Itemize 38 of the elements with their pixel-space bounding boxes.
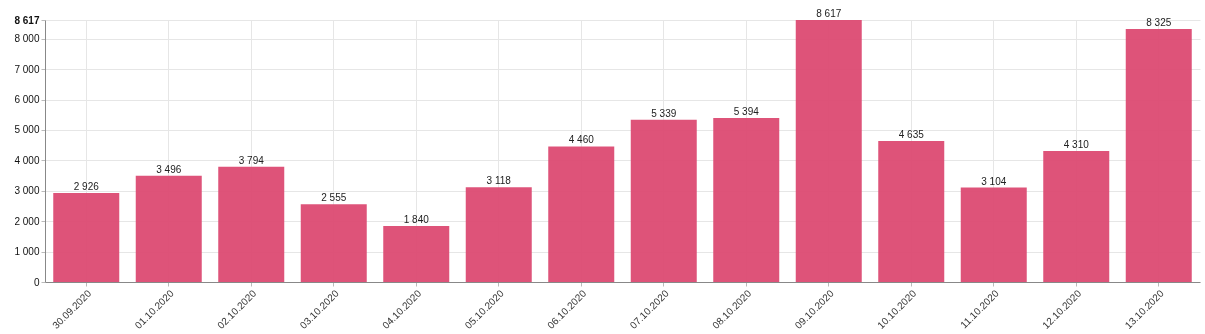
y-tick-label: 7 000 (14, 63, 40, 75)
bar (53, 193, 120, 282)
y-tick-label: 8 000 (14, 33, 40, 45)
y-tick-label: 2 000 (14, 215, 40, 227)
data-label: 4 460 (568, 134, 595, 146)
data-label: 8 325 (1146, 16, 1172, 28)
y-tick-label: 1 000 (14, 246, 40, 258)
data-label: 3 104 (981, 175, 1007, 187)
bar (465, 187, 532, 282)
bar (1043, 150, 1110, 282)
data-label: 5 339 (651, 107, 677, 119)
y-tick-label: 3 000 (14, 185, 40, 197)
y-tick-label: 8 617 (14, 14, 40, 26)
data-label: 5 394 (733, 106, 760, 117)
bar (795, 20, 862, 282)
bar (300, 204, 367, 282)
data-label: 4 635 (898, 129, 925, 141)
bar (630, 119, 697, 282)
bar (548, 146, 615, 282)
data-label: 3 794 (238, 154, 265, 166)
data-label: 1 840 (403, 214, 430, 226)
data-label: 2 555 (321, 192, 347, 204)
data-label: 3 118 (486, 175, 512, 187)
bar (383, 226, 450, 282)
bar (135, 175, 202, 282)
y-tick-label: 6 000 (14, 94, 40, 106)
bar (878, 141, 945, 282)
y-tick-label: 5 000 (14, 124, 40, 136)
data-label: 8 617 (816, 8, 842, 19)
y-tick-label: 4 000 (14, 154, 40, 166)
y-tick-label: 0 (33, 276, 40, 288)
data-label: 2 926 (73, 181, 100, 193)
data-label: 4 310 (1063, 138, 1090, 150)
bar (1125, 28, 1192, 282)
bar (218, 166, 285, 282)
bar (713, 118, 780, 282)
bar (960, 187, 1027, 282)
data-label: 3 496 (156, 163, 182, 175)
